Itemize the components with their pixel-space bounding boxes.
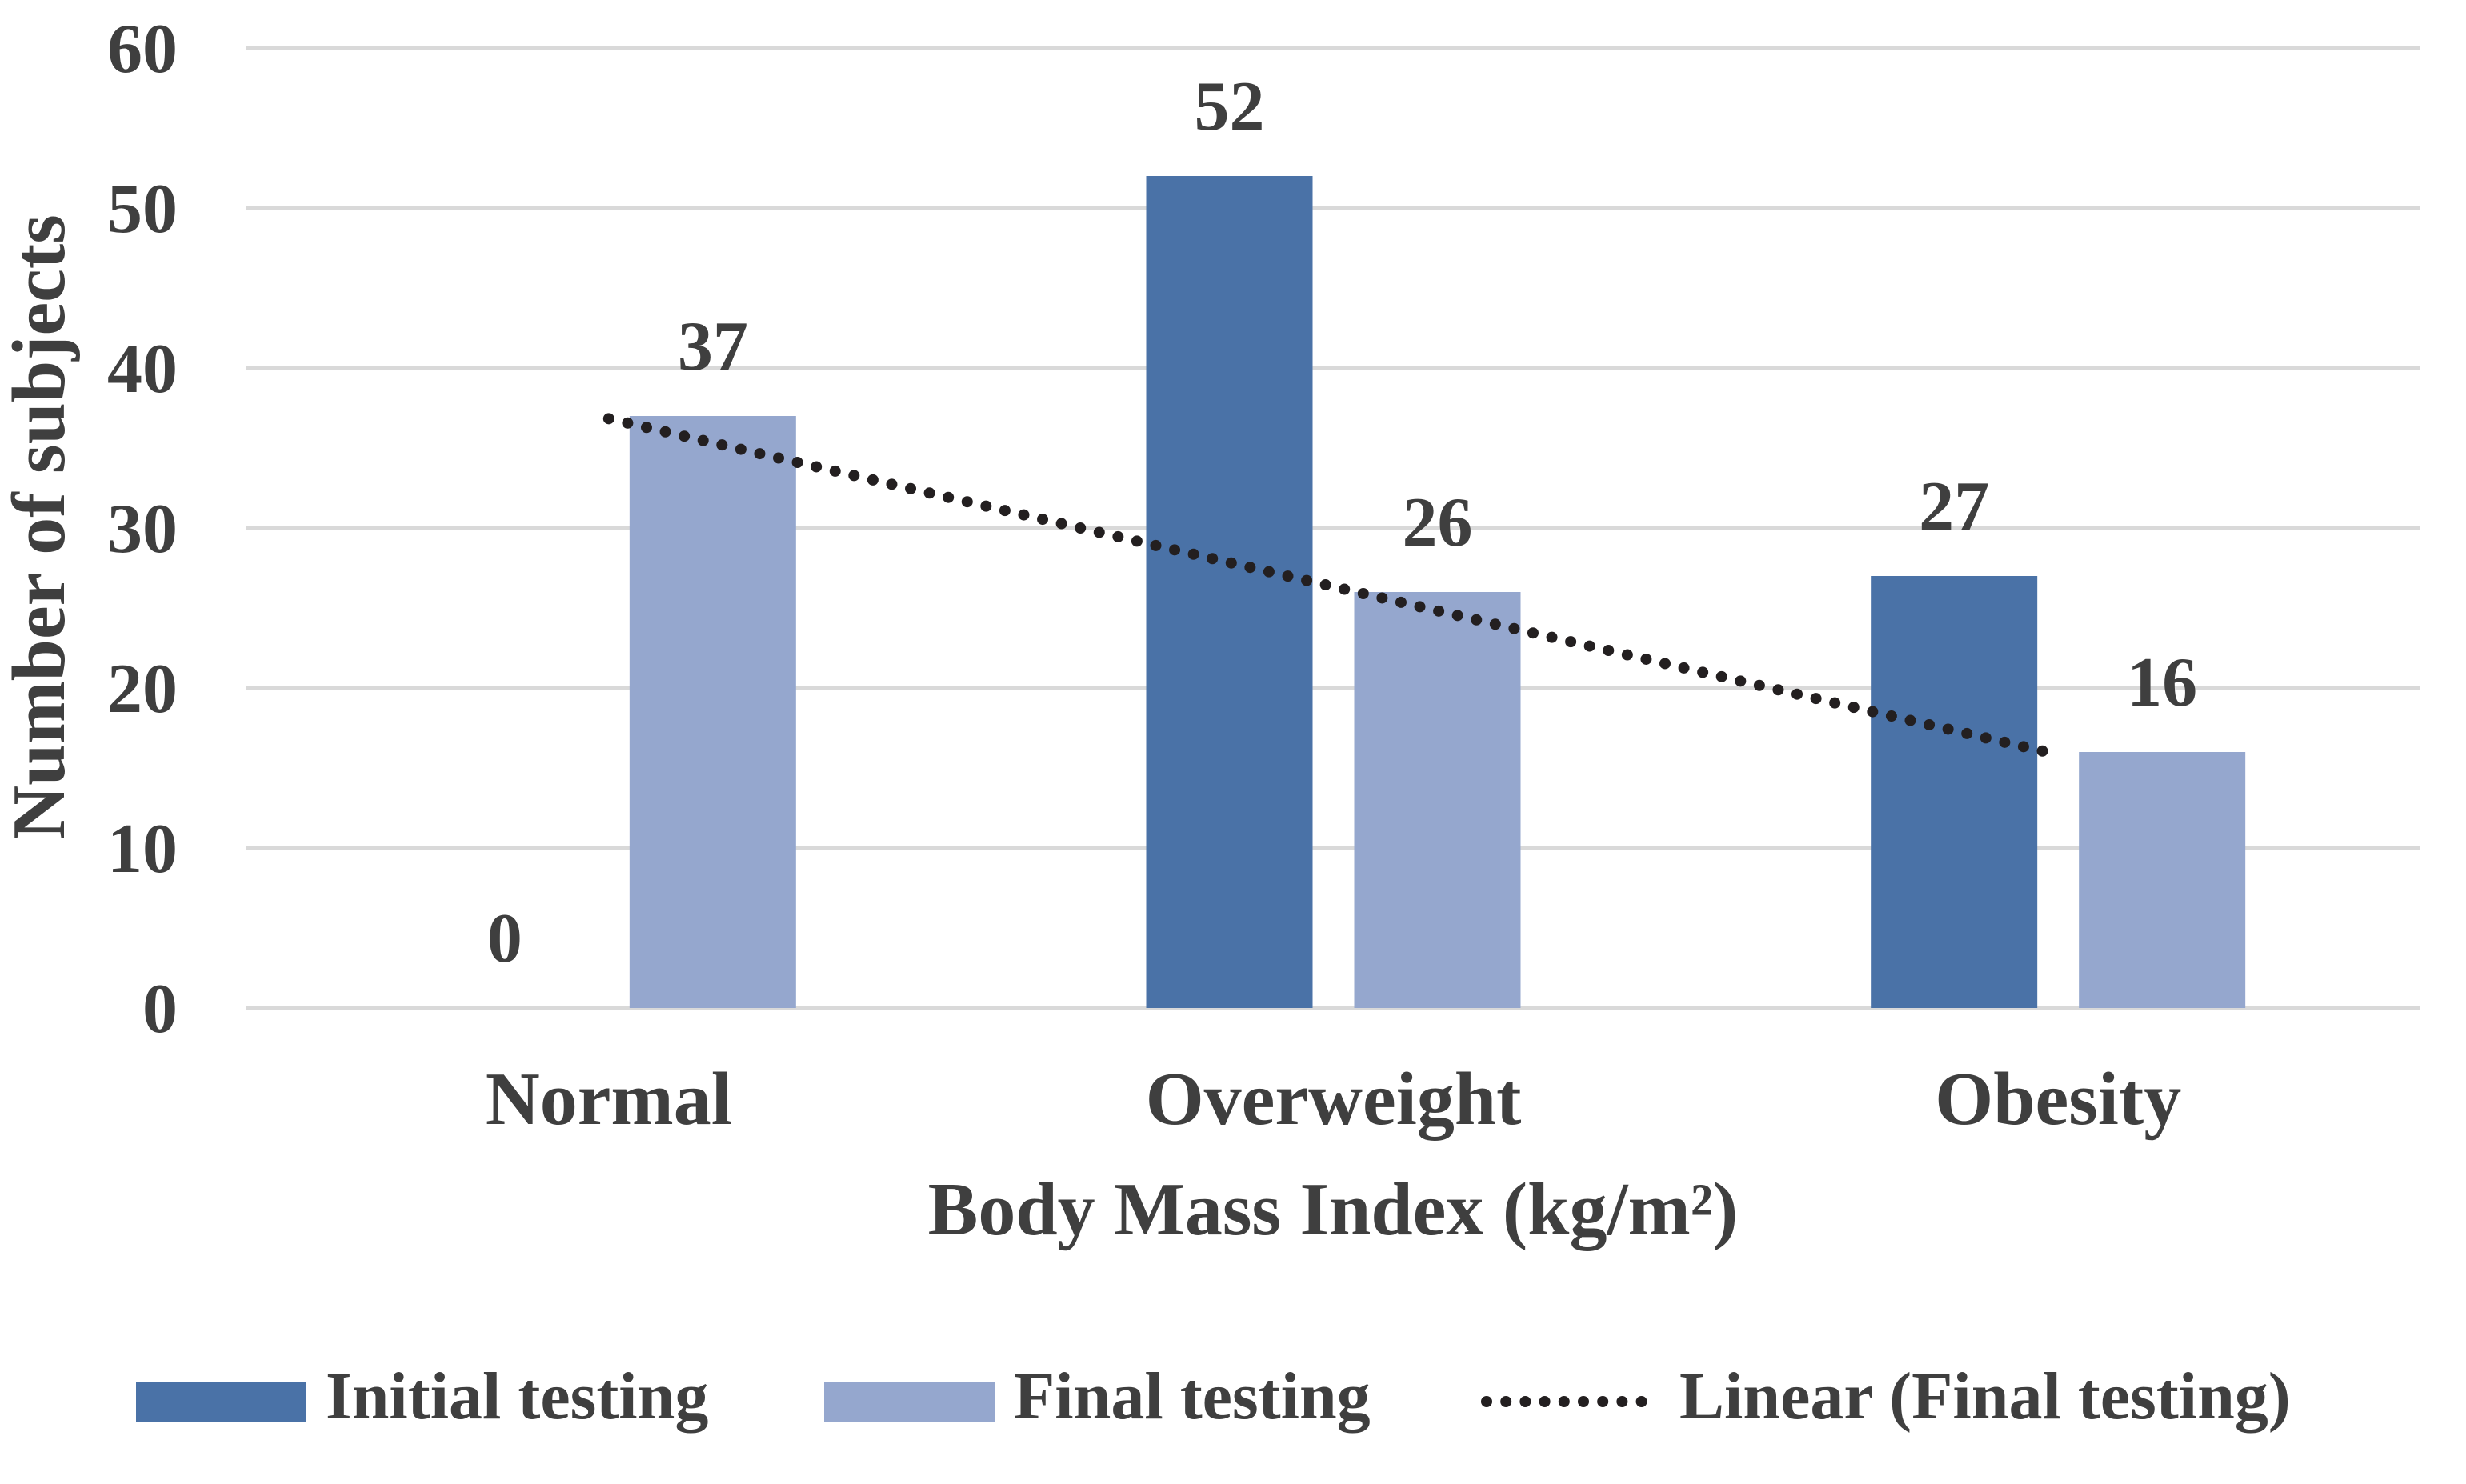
data-labels: 0 52 27 37 26 16 — [487, 68, 2197, 978]
bar-final-testing-normal — [629, 416, 796, 1008]
y-tick-label-0: 0 — [142, 970, 178, 1048]
data-label-initial-testing-overweight: 52 — [1195, 68, 1265, 146]
data-label-initial-testing-obesity: 27 — [1919, 468, 1989, 546]
data-label-final-testing-normal: 37 — [678, 308, 748, 386]
x-category-label-obesity: Obesity — [1935, 1058, 2181, 1141]
x-category-label-normal: Normal — [486, 1058, 732, 1141]
x-category-label-overweight: Overweight — [1146, 1058, 1522, 1141]
bar-initial-testing-obesity — [1871, 576, 2038, 1008]
y-tick-label-10: 10 — [107, 810, 178, 888]
data-label-final-testing-obesity: 16 — [2127, 644, 2197, 722]
bar-series — [629, 176, 2246, 1008]
bar-final-testing-overweight — [1354, 592, 1521, 1008]
legend-label-linear-final-testing: Linear (Final testing) — [1679, 1359, 2291, 1434]
y-axis-tick-labels: 0 10 20 30 40 50 60 — [107, 10, 178, 1048]
data-label-final-testing-overweight: 26 — [1403, 484, 1473, 562]
gridlines — [246, 46, 2420, 1010]
y-tick-label-30: 30 — [107, 490, 178, 568]
legend: Initial testing Final testing Linear (Fi… — [136, 1359, 2291, 1434]
legend-swatch-final-testing — [824, 1382, 995, 1422]
legend-swatch-initial-testing — [136, 1382, 306, 1422]
y-tick-label-20: 20 — [107, 650, 178, 728]
trendline-group — [602, 413, 2064, 761]
y-axis-title: Number of subjects — [0, 214, 81, 840]
bar-initial-testing-overweight — [1146, 176, 1313, 1008]
y-tick-label-60: 60 — [107, 10, 178, 88]
bar-final-testing-obesity — [2079, 752, 2246, 1008]
x-axis-title: Body Mass Index (kg/m²) — [928, 1168, 1739, 1251]
data-label-initial-testing-normal: 0 — [487, 900, 522, 978]
legend-label-initial-testing: Initial testing — [326, 1359, 708, 1434]
x-axis-category-labels: Normal Overweight Obesity — [486, 1058, 2181, 1141]
legend-label-final-testing: Final testing — [1014, 1359, 1371, 1434]
trendline-linear-final-testing — [602, 413, 2064, 761]
y-tick-label-50: 50 — [107, 170, 178, 248]
y-tick-label-40: 40 — [107, 330, 178, 408]
